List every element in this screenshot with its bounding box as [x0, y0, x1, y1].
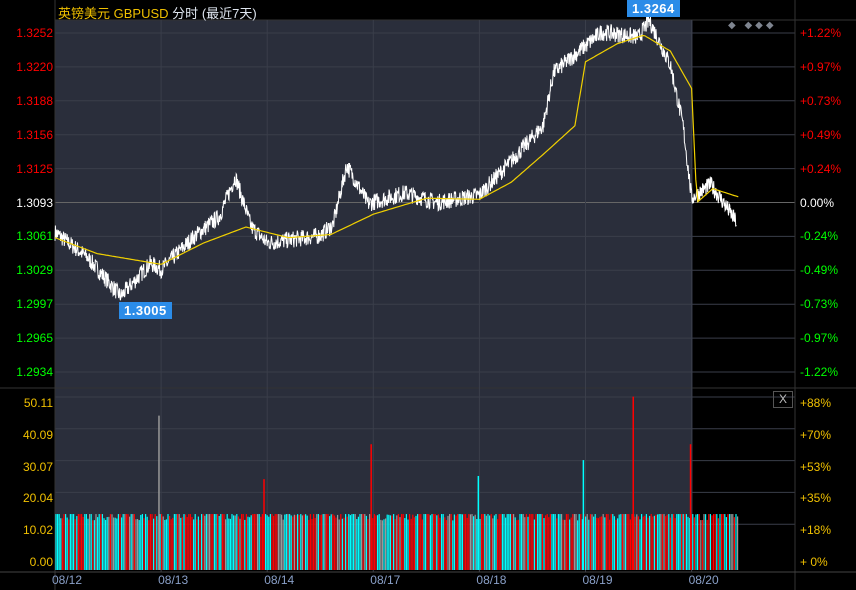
- price-line: [54, 13, 737, 301]
- volume-pct-label: +53%: [800, 459, 832, 474]
- volume-tick-label: 0.00: [29, 555, 53, 569]
- price-tick-label: 1.3061: [16, 229, 53, 244]
- x-tick-label: 08/12: [52, 573, 83, 587]
- pct-tick-label: -0.49%: [800, 263, 839, 278]
- price-tick-label: 1.3029: [16, 263, 53, 278]
- volume-pct-label: +18%: [800, 523, 832, 538]
- price-tick-label: 1.2997: [16, 297, 53, 312]
- pct-tick-label: -0.97%: [800, 331, 839, 346]
- pct-tick-label: +0.73%: [800, 93, 842, 108]
- chart-title: 英镑美元 GBPUSD 分时 (最近7天): [58, 6, 257, 21]
- price-tick-label: 1.2965: [16, 331, 53, 346]
- volume-tick-label: 20.04: [22, 491, 53, 506]
- volume-pct-label: + 0%: [800, 555, 828, 569]
- pct-tick-label: +1.22%: [800, 26, 842, 40]
- volume-tick-label: 10.02: [22, 523, 53, 538]
- volume-tick-label: 40.09: [22, 427, 53, 442]
- pct-tick-label: 0.00%: [800, 195, 835, 210]
- price-tick-label: 1.3093: [16, 195, 53, 210]
- pct-tick-label: -0.73%: [800, 297, 839, 312]
- price-tick-label: 1.3220: [16, 59, 53, 74]
- close-volume-button[interactable]: X: [773, 391, 793, 408]
- pct-tick-label: +0.97%: [800, 59, 842, 74]
- volume-pct-label: +88%: [800, 396, 832, 410]
- volume-pct-label: +70%: [800, 427, 832, 442]
- pct-tick-label: +0.49%: [800, 127, 842, 142]
- x-tick-label: 08/13: [158, 573, 189, 587]
- x-tick-label: 08/20: [688, 573, 719, 587]
- x-tick-label: 08/17: [370, 573, 401, 587]
- pct-tick-label: -1.22%: [800, 365, 839, 379]
- low-price-tag: 1.3005: [119, 302, 172, 319]
- price-tick-label: 1.3252: [16, 26, 53, 40]
- price-tick-label: 1.3188: [16, 93, 53, 108]
- price-tick-label: 1.2934: [16, 365, 53, 379]
- price-tick-label: 1.3156: [16, 127, 53, 142]
- volume-tick-label: 30.07: [22, 459, 53, 474]
- moving-average-line: [54, 34, 739, 265]
- price-tick-label: 1.3125: [16, 161, 53, 176]
- high-price-tag: 1.3264: [627, 0, 680, 17]
- volume-pct-label: +35%: [800, 491, 832, 506]
- volume-tick-label: 50.11: [23, 396, 53, 410]
- event-markers[interactable]: ◆ ◆◆◆: [728, 20, 777, 31]
- x-tick-label: 08/18: [476, 573, 507, 587]
- pct-tick-label: -0.24%: [800, 229, 839, 244]
- x-tick-label: 08/19: [582, 573, 613, 587]
- x-tick-label: 08/14: [264, 573, 295, 587]
- pct-tick-label: +0.24%: [800, 161, 842, 176]
